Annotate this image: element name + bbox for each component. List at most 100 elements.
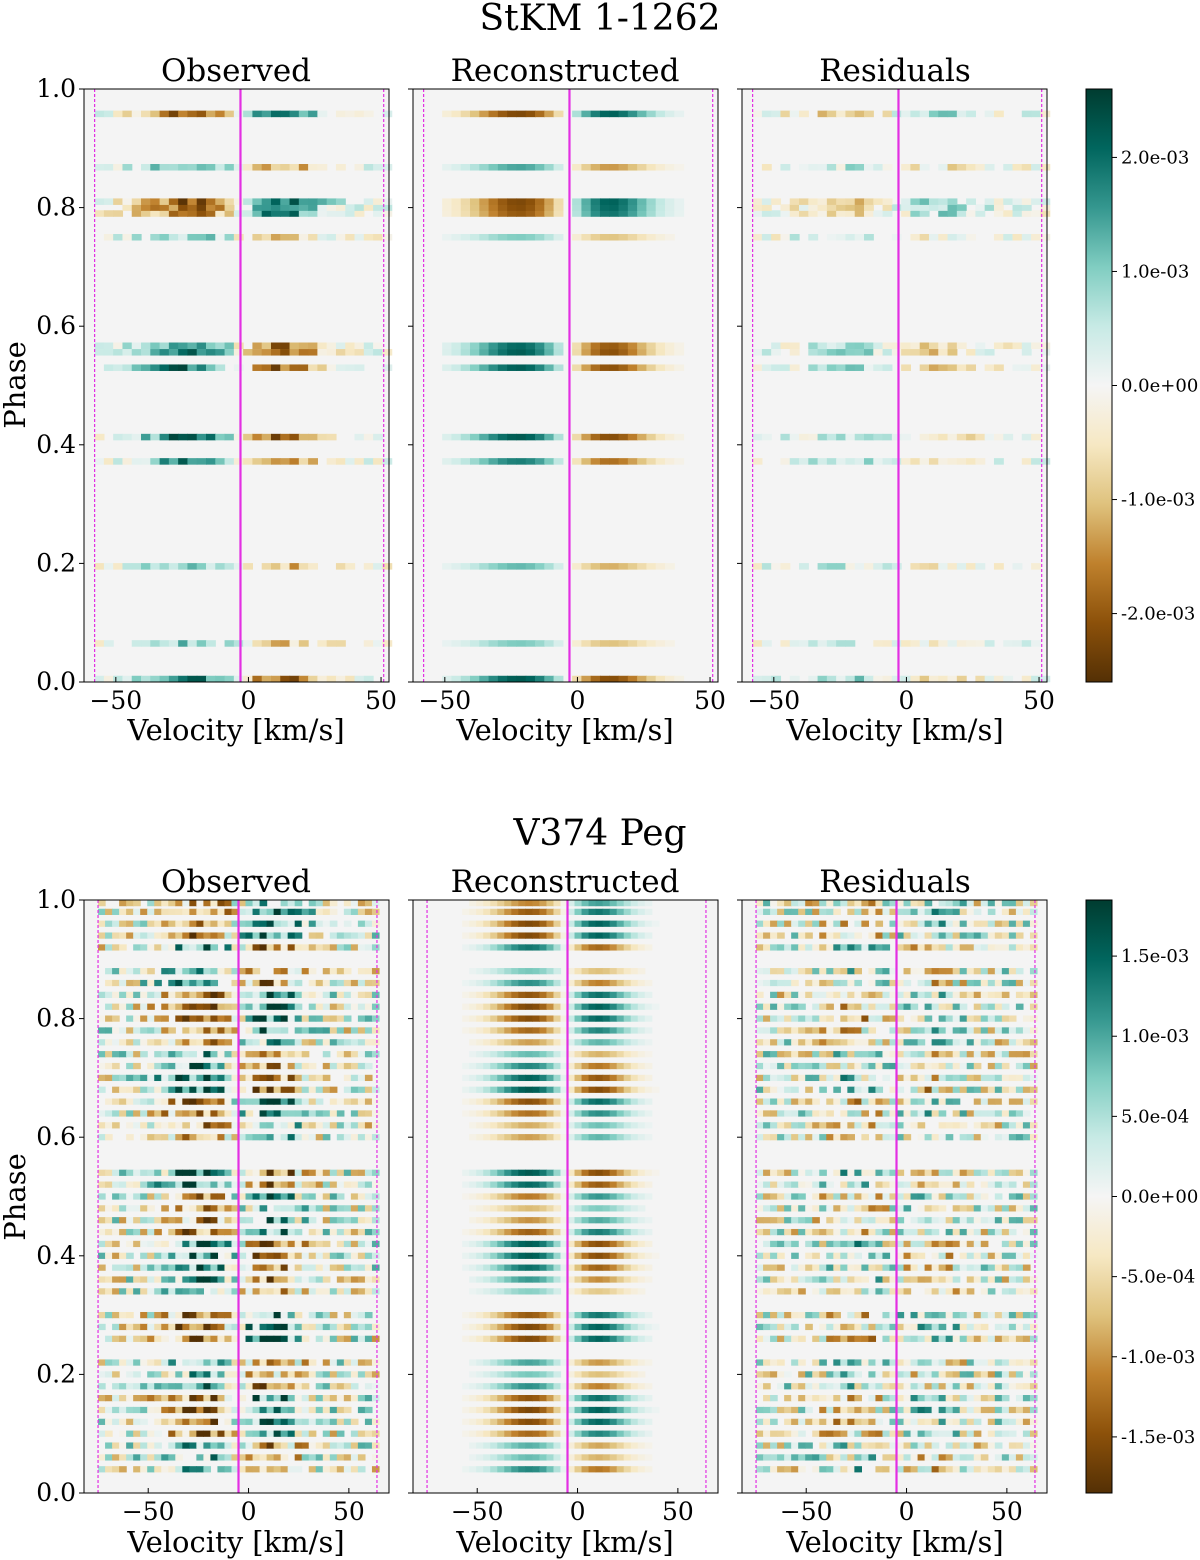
heatmap-cell: [470, 349, 480, 356]
heatmap-cell: [301, 1276, 310, 1283]
heatmap-cell: [623, 944, 632, 951]
heatmap-cell: [326, 210, 337, 217]
heatmap-cell: [483, 1335, 491, 1342]
heatmap-cell: [784, 1371, 792, 1378]
heatmap-cell: [141, 164, 151, 171]
heatmap-cell: [833, 1252, 841, 1259]
heatmap-cell: [637, 1003, 646, 1010]
heatmap-cell: [553, 1359, 562, 1366]
heatmap-cell: [182, 1430, 190, 1437]
heatmap-cell: [252, 675, 263, 683]
heatmap-cell: [329, 1454, 338, 1461]
heatmap-cell: [259, 1442, 268, 1449]
heatmap-cell: [98, 1062, 106, 1070]
heatmap-cell: [1029, 1454, 1038, 1461]
heatmap-cell: [178, 342, 189, 350]
heatmap-row: [469, 968, 646, 975]
heatmap-cell: [819, 1418, 827, 1425]
heatmap-cell: [189, 1430, 197, 1437]
heatmap-cell: [919, 164, 930, 171]
heatmap-cell: [266, 1383, 275, 1390]
heatmap-cell: [616, 1276, 625, 1283]
heatmap-cell: [854, 675, 865, 683]
heatmap-cell: [231, 1311, 240, 1319]
heatmap-cell: [777, 1276, 785, 1283]
heatmap-cell: [546, 1169, 555, 1176]
heatmap-cell: [646, 342, 657, 350]
heatmap-cell: [553, 1430, 562, 1437]
heatmap-cell: [947, 675, 958, 683]
heatmap-cell: [287, 1181, 296, 1188]
heatmap-cell: [504, 1359, 512, 1366]
heatmap-cell: [875, 1359, 884, 1366]
heatmap-cell: [553, 1181, 562, 1188]
heatmap-cell: [994, 1323, 1003, 1331]
heatmap-cell: [217, 1442, 226, 1449]
heatmap-cell: [799, 204, 809, 211]
heatmap-cell: [252, 1051, 261, 1058]
heatmap-cell: [224, 1359, 233, 1366]
heatmap-cell: [980, 1406, 989, 1414]
heatmap-cell: [161, 1193, 169, 1200]
heatmap-cell: [217, 1335, 226, 1342]
heatmap-cell: [105, 968, 113, 975]
heatmap-cell: [182, 1311, 190, 1319]
heatmap-cell: [245, 968, 254, 975]
heatmap-cell: [572, 198, 583, 205]
heatmap-cell: [287, 1430, 296, 1437]
heatmap-cell: [105, 1430, 113, 1437]
heatmap-cell: [196, 991, 204, 998]
heatmap-cell: [112, 1335, 120, 1342]
heatmap-row: [756, 1252, 1038, 1259]
heatmap-cell: [560, 908, 569, 915]
heatmap-cell: [581, 1454, 590, 1461]
heatmap-cell: [602, 1418, 611, 1425]
heatmap-cell: [161, 1122, 169, 1129]
heatmap-cell: [518, 1335, 526, 1342]
heatmap-cell: [451, 675, 462, 683]
heatmap-cell: [168, 1169, 176, 1176]
heatmap-cell: [483, 1371, 491, 1378]
heatmap-cell: [217, 1395, 226, 1402]
heatmap-cell: [805, 1205, 813, 1212]
heatmap-cell: [931, 1240, 940, 1248]
heatmap-cell: [644, 1418, 653, 1425]
heatmap-cell: [322, 1110, 331, 1117]
heatmap-cell: [896, 1371, 905, 1378]
heatmap-cell: [469, 1169, 477, 1176]
heatmap-cell: [567, 1205, 576, 1212]
heatmap-cell: [574, 1027, 583, 1034]
heatmap-cell: [470, 640, 480, 647]
heatmap-cell: [511, 1454, 519, 1461]
heatmap-cell: [627, 349, 638, 356]
heatmap-cell: [140, 1466, 148, 1473]
heatmap-cell: [1008, 1240, 1017, 1248]
heatmap-cell: [497, 204, 508, 211]
heatmap-cell: [847, 1383, 855, 1390]
heatmap-cell: [147, 1015, 155, 1022]
heatmap-cell: [203, 1323, 212, 1331]
heatmap-row: [752, 675, 1051, 683]
heatmap-cell: [315, 900, 324, 907]
heatmap-cell: [308, 944, 317, 951]
heatmap-cell: [826, 433, 837, 441]
heatmap-cell: [462, 932, 470, 939]
heatmap-row: [756, 1466, 1038, 1473]
heatmap-cell: [752, 563, 763, 570]
heatmap-cell: [518, 1217, 526, 1224]
heatmap-cell: [651, 1323, 660, 1331]
heatmap-cell: [273, 1193, 282, 1200]
heatmap-cell: [203, 1193, 212, 1200]
heatmap-cell: [259, 1418, 268, 1425]
heatmap-cell: [808, 640, 819, 647]
heatmap-cell: [154, 1466, 162, 1473]
heatmap-cell: [616, 968, 625, 975]
heatmap-cell: [154, 944, 162, 951]
heatmap-cell: [539, 1335, 548, 1342]
heatmap-cell: [770, 1323, 778, 1331]
heatmap-cell: [770, 1311, 778, 1319]
heatmap-cell: [298, 458, 309, 465]
heatmap-cell: [217, 900, 226, 907]
heatmap-cell: [910, 1359, 919, 1366]
heatmap-cell: [1031, 675, 1041, 683]
